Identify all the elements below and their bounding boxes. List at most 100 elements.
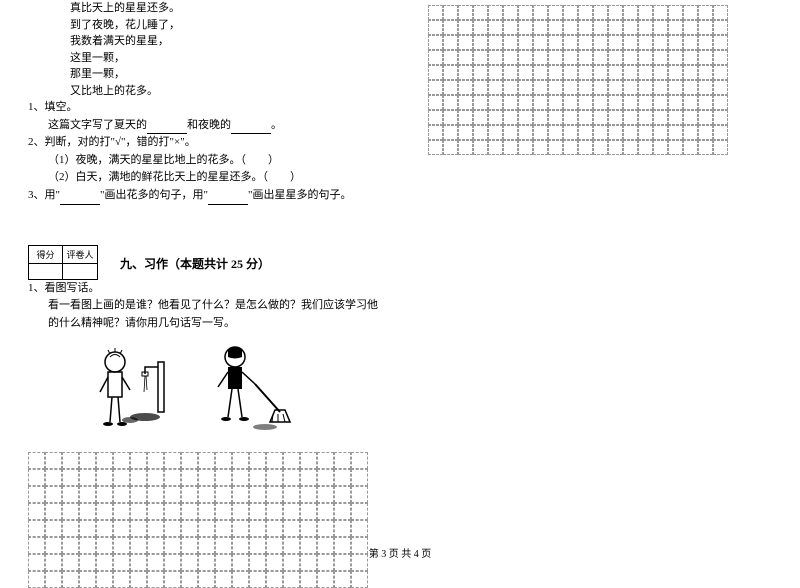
grid-cell[interactable]: [578, 110, 593, 125]
grid-cell[interactable]: [113, 571, 130, 588]
grid-cell[interactable]: [563, 20, 578, 35]
grid-cell[interactable]: [266, 469, 283, 486]
grid-cell[interactable]: [198, 452, 215, 469]
grid-cell[interactable]: [488, 35, 503, 50]
grid-cell[interactable]: [181, 452, 198, 469]
grid-cell[interactable]: [428, 20, 443, 35]
grid-cell[interactable]: [548, 110, 563, 125]
grid-cell[interactable]: [533, 65, 548, 80]
grid-cell[interactable]: [593, 5, 608, 20]
grid-cell[interactable]: [428, 50, 443, 65]
grid-cell[interactable]: [79, 469, 96, 486]
grid-cell[interactable]: [698, 110, 713, 125]
grid-cell[interactable]: [698, 80, 713, 95]
grid-cell[interactable]: [563, 35, 578, 50]
grid-cell[interactable]: [249, 520, 266, 537]
grid-cell[interactable]: [334, 486, 351, 503]
grid-cell[interactable]: [45, 486, 62, 503]
grid-cell[interactable]: [668, 20, 683, 35]
grid-cell[interactable]: [638, 35, 653, 50]
grid-cell[interactable]: [266, 486, 283, 503]
grid-cell[interactable]: [653, 65, 668, 80]
grid-cell[interactable]: [45, 520, 62, 537]
grid-cell[interactable]: [578, 80, 593, 95]
grid-cell[interactable]: [608, 50, 623, 65]
grid-cell[interactable]: [28, 571, 45, 588]
grid-cell[interactable]: [428, 5, 443, 20]
grid-cell[interactable]: [215, 486, 232, 503]
grid-cell[interactable]: [503, 110, 518, 125]
grid-cell[interactable]: [266, 452, 283, 469]
grid-cell[interactable]: [608, 125, 623, 140]
grid-cell[interactable]: [548, 140, 563, 155]
grid-cell[interactable]: [593, 35, 608, 50]
grid-cell[interactable]: [79, 571, 96, 588]
grid-cell[interactable]: [683, 140, 698, 155]
grid-cell[interactable]: [533, 50, 548, 65]
grid-cell[interactable]: [428, 95, 443, 110]
grid-cell[interactable]: [473, 20, 488, 35]
grid-cell[interactable]: [334, 452, 351, 469]
grid-cell[interactable]: [623, 35, 638, 50]
grid-cell[interactable]: [181, 469, 198, 486]
grid-cell[interactable]: [443, 35, 458, 50]
grid-cell[interactable]: [623, 140, 638, 155]
grid-cell[interactable]: [668, 110, 683, 125]
grid-cell[interactable]: [713, 110, 728, 125]
grid-cell[interactable]: [215, 503, 232, 520]
grid-cell[interactable]: [198, 469, 215, 486]
grid-cell[interactable]: [232, 486, 249, 503]
grid-cell[interactable]: [181, 520, 198, 537]
grid-cell[interactable]: [266, 503, 283, 520]
grid-cell[interactable]: [713, 35, 728, 50]
grid-cell[interactable]: [130, 486, 147, 503]
grid-cell[interactable]: [443, 125, 458, 140]
grid-cell[interactable]: [473, 80, 488, 95]
grid-cell[interactable]: [62, 486, 79, 503]
grid-cell[interactable]: [79, 503, 96, 520]
grid-cell[interactable]: [638, 80, 653, 95]
fill-blank[interactable]: [231, 122, 271, 134]
grid-cell[interactable]: [713, 5, 728, 20]
grid-cell[interactable]: [181, 571, 198, 588]
grid-cell[interactable]: [428, 110, 443, 125]
grid-cell[interactable]: [518, 80, 533, 95]
grid-cell[interactable]: [548, 35, 563, 50]
grid-cell[interactable]: [147, 469, 164, 486]
grid-cell[interactable]: [300, 486, 317, 503]
grid-cell[interactable]: [351, 571, 368, 588]
grid-cell[interactable]: [249, 486, 266, 503]
grid-cell[interactable]: [518, 65, 533, 80]
grid-cell[interactable]: [653, 80, 668, 95]
grid-cell[interactable]: [458, 35, 473, 50]
grid-cell[interactable]: [638, 125, 653, 140]
fill-blank[interactable]: [208, 193, 248, 205]
grid-cell[interactable]: [638, 20, 653, 35]
grid-cell[interactable]: [533, 20, 548, 35]
grid-cell[interactable]: [638, 50, 653, 65]
grid-cell[interactable]: [443, 20, 458, 35]
grid-cell[interactable]: [548, 65, 563, 80]
grid-cell[interactable]: [113, 520, 130, 537]
grid-cell[interactable]: [608, 140, 623, 155]
grid-cell[interactable]: [593, 80, 608, 95]
grid-cell[interactable]: [518, 20, 533, 35]
grid-cell[interactable]: [698, 5, 713, 20]
grid-cell[interactable]: [578, 140, 593, 155]
grid-cell[interactable]: [164, 503, 181, 520]
grid-cell[interactable]: [198, 486, 215, 503]
grid-cell[interactable]: [698, 65, 713, 80]
grid-cell[interactable]: [503, 35, 518, 50]
grid-cell[interactable]: [351, 486, 368, 503]
grid-cell[interactable]: [351, 503, 368, 520]
grid-cell[interactable]: [593, 95, 608, 110]
grid-cell[interactable]: [653, 110, 668, 125]
grid-cell[interactable]: [334, 503, 351, 520]
grid-cell[interactable]: [518, 5, 533, 20]
grid-cell[interactable]: [638, 95, 653, 110]
grid-cell[interactable]: [181, 486, 198, 503]
grid-cell[interactable]: [548, 50, 563, 65]
grid-cell[interactable]: [503, 125, 518, 140]
grid-cell[interactable]: [458, 110, 473, 125]
grid-cell[interactable]: [698, 140, 713, 155]
